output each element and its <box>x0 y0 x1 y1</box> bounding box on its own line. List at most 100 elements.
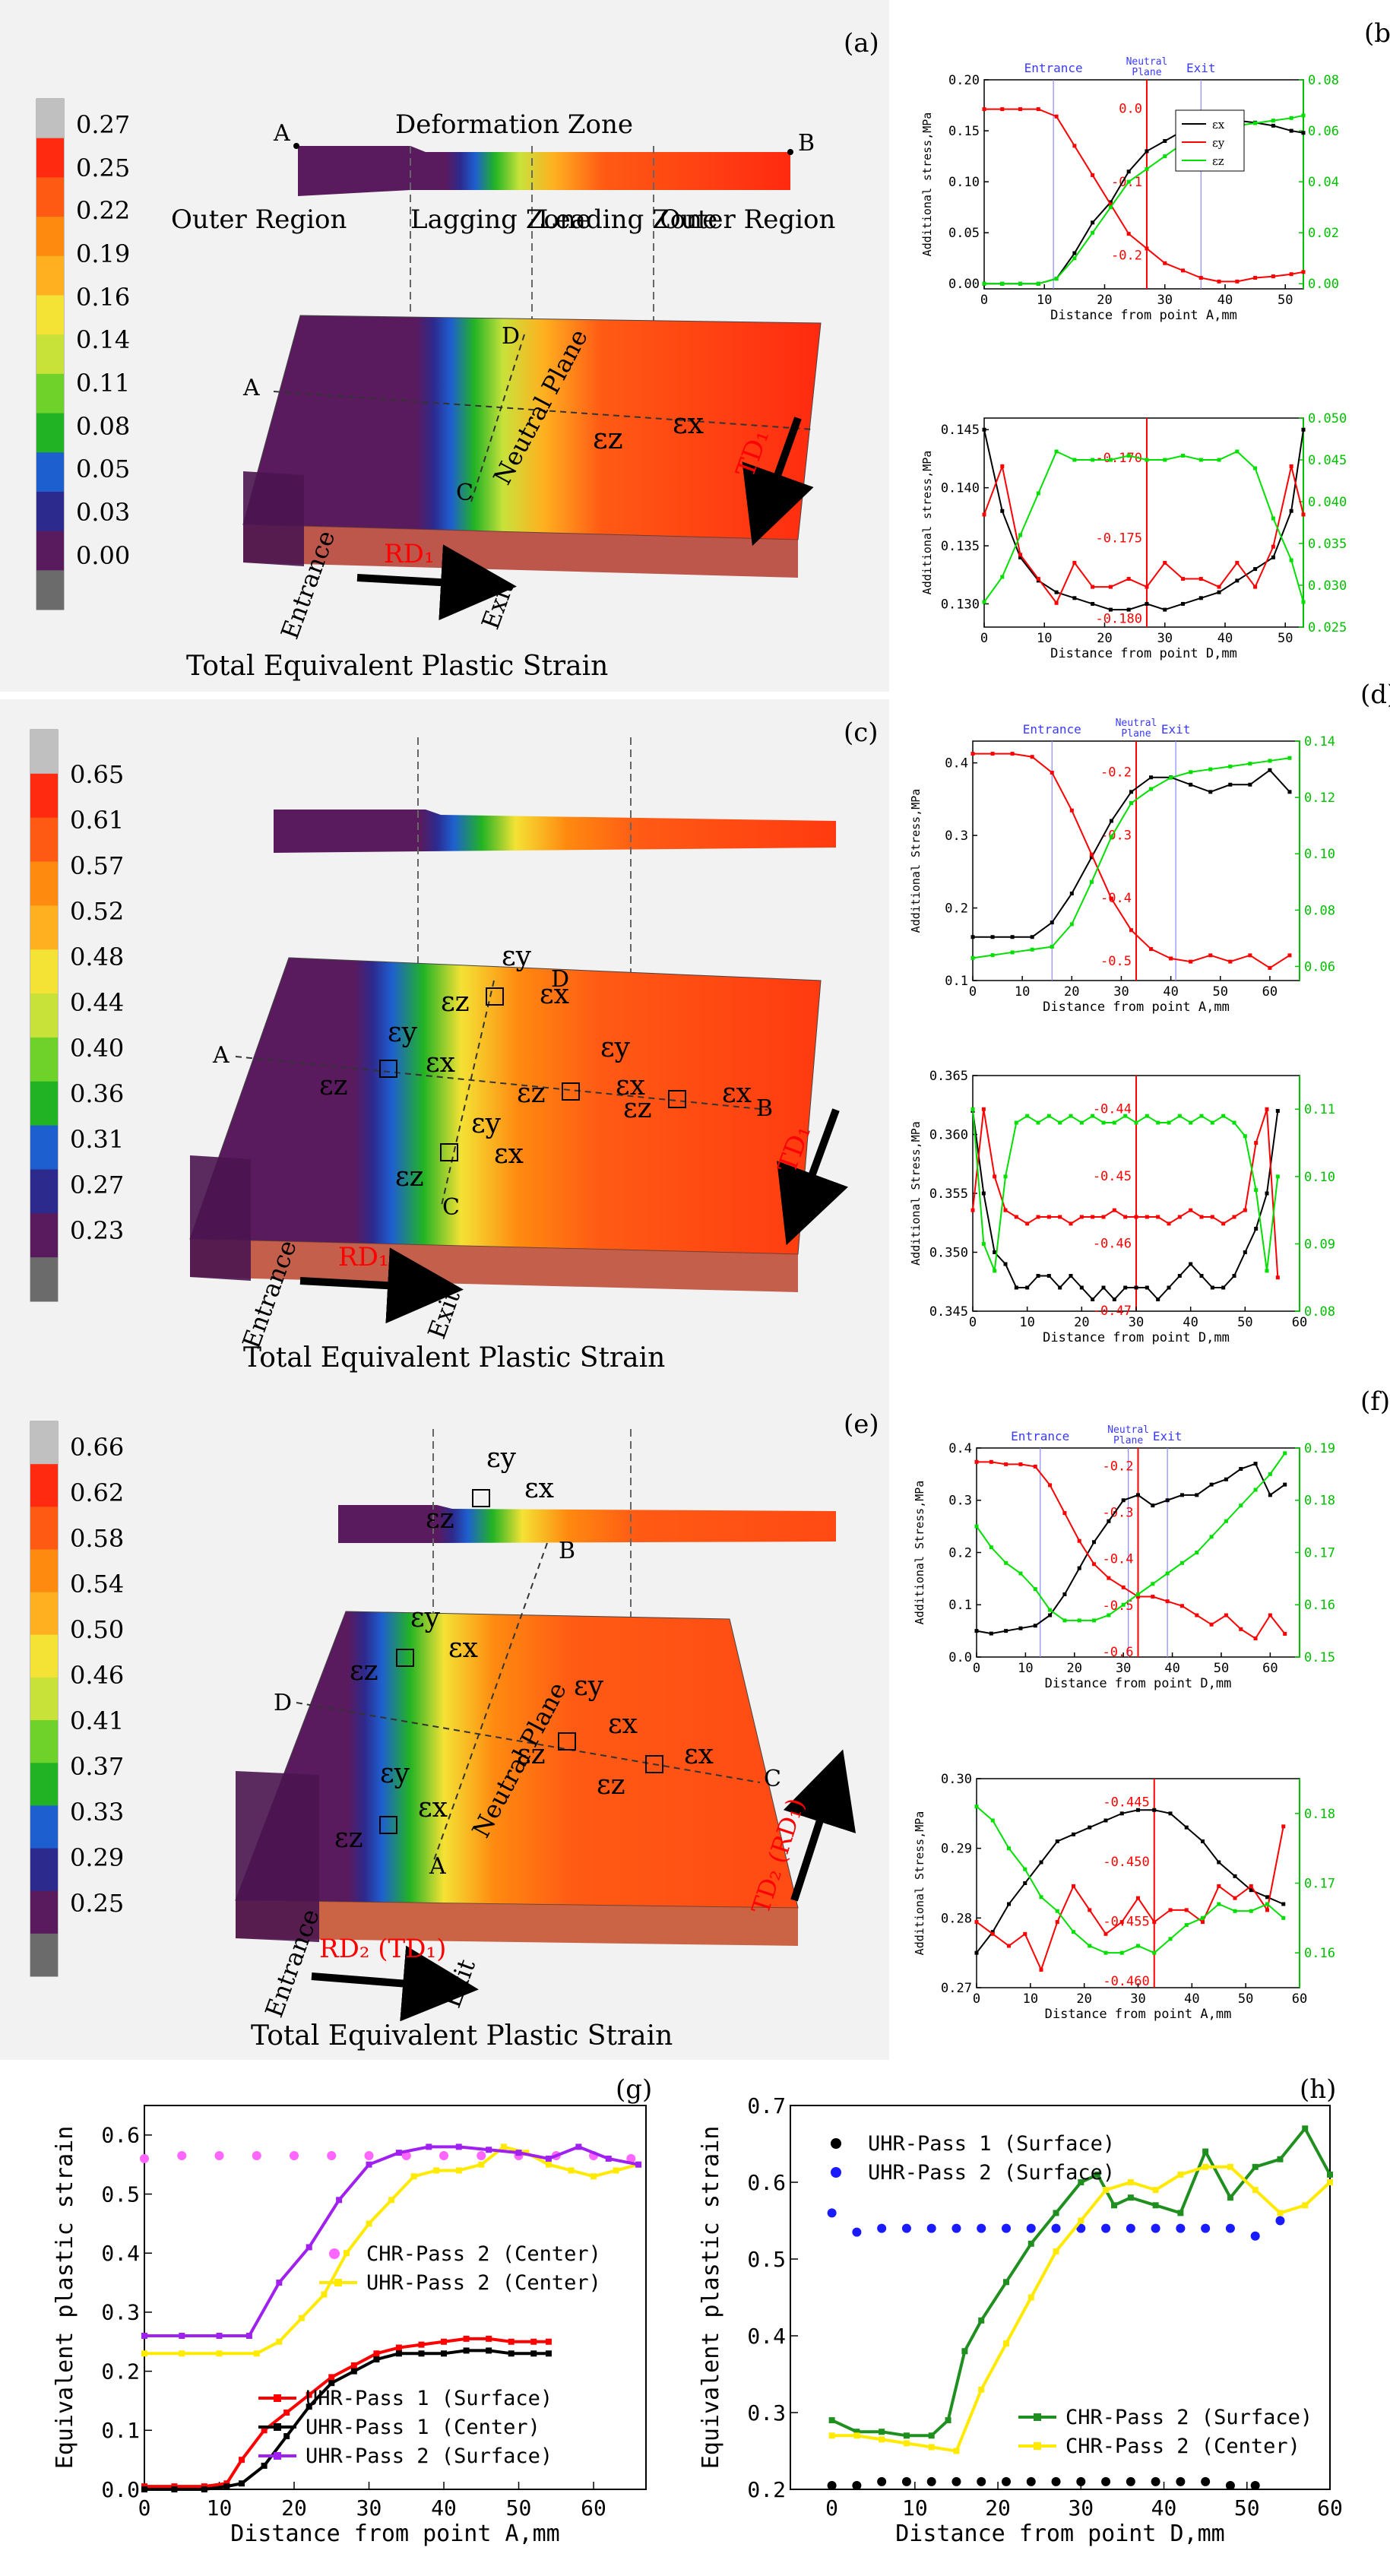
legend-label: CHR-Pass 2 (Surface) <box>1065 2406 1312 2429</box>
data-point <box>1239 1627 1243 1631</box>
data-point <box>545 2155 552 2162</box>
data-point <box>1301 113 1306 118</box>
point-label-a: A <box>212 1042 230 1069</box>
y3-tick-label: -0.44 <box>1093 1101 1132 1117</box>
y-tick-label: 0.345 <box>929 1304 968 1320</box>
data-point <box>1179 1604 1184 1608</box>
x-axis-label: Distance from point D,mm <box>1050 646 1237 661</box>
axis-label-x: εx <box>448 1633 478 1664</box>
y2-tick-label: 0.06 <box>1304 959 1335 974</box>
data-point <box>283 2410 290 2416</box>
y-tick-label: 0.7 <box>747 2093 786 2118</box>
data-point <box>1287 756 1292 760</box>
zone-guide-label: Entrance <box>1024 61 1083 75</box>
colorbar-swatch <box>30 905 58 950</box>
legend-label: εx <box>1212 118 1225 131</box>
colorbar-swatch <box>36 531 64 571</box>
data-point <box>343 2250 350 2257</box>
y2-tick-label: 0.10 <box>1304 847 1335 862</box>
data-point <box>478 2161 485 2168</box>
panel-e-colorbar: 0.66 0.62 0.58 0.54 0.50 0.46 0.41 0.37 … <box>30 1421 124 1977</box>
x-tick-label: 40 <box>1183 1315 1198 1330</box>
rd-arrow <box>356 544 517 621</box>
y-tick-label: 0.20 <box>948 73 980 88</box>
data-point <box>879 2436 885 2443</box>
rd-label: RD₁ <box>384 539 435 569</box>
data-point <box>1289 509 1293 513</box>
data-point <box>141 2333 147 2339</box>
zone-guide-label: Entrance <box>1023 722 1081 737</box>
data-point <box>1007 1944 1011 1948</box>
data-point <box>1243 1208 1247 1212</box>
x-tick-label: 0 <box>980 631 988 646</box>
colorbar-label: 0.31 <box>70 1125 124 1154</box>
data-point <box>1000 464 1005 468</box>
y-tick-label: 0.2 <box>747 2477 786 2502</box>
data-point <box>1119 1811 1124 1816</box>
y2-tick-label: 0.18 <box>1304 1494 1335 1509</box>
data-point <box>1003 1208 1008 1212</box>
data-point <box>1254 1227 1259 1231</box>
colorbar-swatch <box>36 491 64 532</box>
colorbar-label: 0.66 <box>70 1433 124 1462</box>
y-axis-label: Additional Stress,MPa <box>913 1481 926 1625</box>
x-tick-label: 0 <box>138 2495 151 2521</box>
data-point <box>970 752 975 756</box>
colorbar-label: 0.27 <box>76 110 130 139</box>
data-point <box>1079 1120 1084 1125</box>
path-line-ab <box>235 1056 768 1111</box>
data-point <box>1000 575 1005 579</box>
data-point <box>575 2143 582 2150</box>
y-tick-label: 0.4 <box>101 2241 140 2266</box>
axis-label-y: εy <box>410 1602 441 1633</box>
data-point <box>1014 1285 1018 1290</box>
y-tick-label: 0.140 <box>941 481 980 496</box>
x-tick-label: 10 <box>207 2495 233 2521</box>
data-point <box>290 2151 299 2161</box>
data-point <box>1232 1215 1236 1219</box>
data-point <box>1151 2223 1160 2233</box>
rd-arrow <box>299 1247 464 1324</box>
y-tick-label: 0.365 <box>929 1069 968 1084</box>
series-line <box>144 2145 639 2337</box>
data-point <box>1301 270 1306 274</box>
data-point <box>1026 2476 1036 2486</box>
data-point <box>877 2223 887 2233</box>
data-point <box>1201 2476 1211 2486</box>
series-line <box>972 757 1290 959</box>
data-point <box>1210 1285 1214 1290</box>
data-point <box>179 2333 185 2339</box>
x-axis-label: Distance from point A,mm <box>230 2521 559 2547</box>
colorbar-label: 0.00 <box>76 541 130 570</box>
data-point <box>852 2480 862 2490</box>
y3-tick-label: -0.1 <box>1111 175 1142 190</box>
data-point <box>1163 607 1167 612</box>
data-point <box>1121 1585 1126 1589</box>
data-point <box>1275 1109 1280 1113</box>
data-point <box>1027 2240 1034 2247</box>
colorbar-label: 0.50 <box>70 1615 124 1644</box>
data-point <box>1201 2223 1211 2233</box>
y2-tick-label: 0.10 <box>1304 1170 1335 1185</box>
axis-label-z: εz <box>597 1770 625 1801</box>
data-point <box>1002 2476 1011 2486</box>
data-point <box>1268 768 1272 772</box>
data-point <box>1301 131 1306 135</box>
y3-tick-label: -0.6 <box>1103 1645 1134 1660</box>
data-point <box>261 2462 268 2469</box>
data-point <box>1221 1221 1226 1226</box>
y2-tick-label: 0.15 <box>1304 1650 1335 1665</box>
data-point <box>1327 2171 1333 2178</box>
data-point <box>336 2197 343 2204</box>
y-tick-label: 0.1 <box>101 2418 140 2443</box>
data-point <box>1046 1114 1051 1118</box>
data-point <box>1123 1285 1128 1290</box>
data-point <box>1167 1285 1171 1290</box>
x-tick-label: 30 <box>1129 1315 1144 1330</box>
data-point <box>1177 1114 1182 1118</box>
y2-tick-label: 0.17 <box>1304 1545 1335 1560</box>
data-point <box>990 752 995 756</box>
y3-tick-label: -0.3 <box>1103 1506 1134 1521</box>
y2-tick-label: 0.045 <box>1308 453 1347 468</box>
data-point <box>901 2476 911 2486</box>
